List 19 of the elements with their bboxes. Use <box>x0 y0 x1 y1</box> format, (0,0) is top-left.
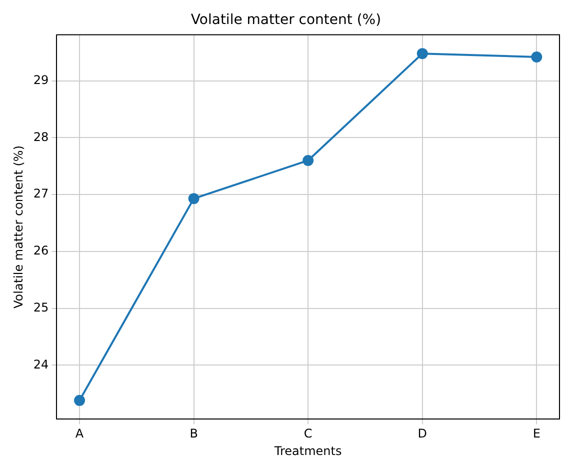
x-tick-label: E <box>532 426 540 441</box>
point <box>188 193 200 204</box>
y-tick-label: 24 <box>33 357 49 372</box>
y-tick-label: 27 <box>33 186 49 201</box>
point <box>531 51 542 62</box>
y-tick-label: 29 <box>33 72 49 87</box>
y-axis-title: Volatile matter content (%) <box>11 146 26 308</box>
x-tick-label: B <box>190 426 198 441</box>
y-tick-label: 26 <box>33 244 49 258</box>
point <box>74 394 86 406</box>
point <box>302 154 314 166</box>
chart-title: Volatile matter content (%) <box>190 12 382 28</box>
point <box>416 48 428 60</box>
y-tick-label: 25 <box>33 300 49 314</box>
x-tick-label: D <box>418 426 427 441</box>
x-axis-title: Treatments <box>273 444 342 458</box>
y-tick-label: 28 <box>33 130 49 144</box>
x-tick-label: C <box>304 426 312 441</box>
x-tick-label: A <box>75 426 84 441</box>
